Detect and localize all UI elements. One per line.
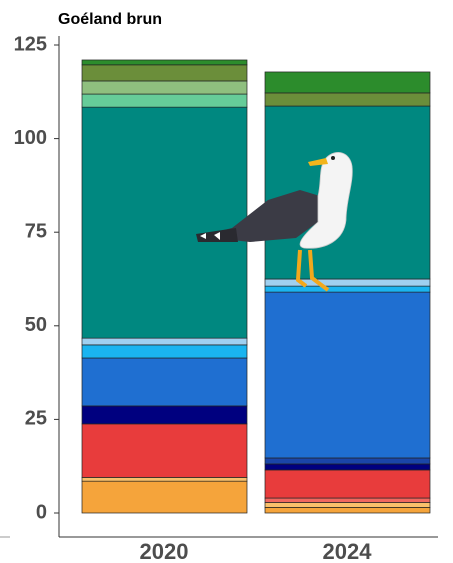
bar-segment xyxy=(264,291,431,459)
bar-segment xyxy=(81,480,248,514)
y-tick-label: 125 xyxy=(14,33,47,55)
y-tick-label: 100 xyxy=(14,127,47,149)
bar-segment xyxy=(264,497,431,503)
gull-image xyxy=(196,152,353,292)
bar-segment xyxy=(264,285,431,293)
bar-segment xyxy=(81,93,248,108)
bar-segment xyxy=(81,337,248,346)
bars xyxy=(81,59,431,514)
bar-segment xyxy=(264,457,431,465)
x-tick-label: 2020 xyxy=(140,539,189,563)
bar-segment xyxy=(81,106,248,339)
bar-segment xyxy=(81,344,248,359)
x-tick-label: 2024 xyxy=(323,539,373,563)
y-tick-label: 75 xyxy=(25,220,47,242)
bar-segment xyxy=(81,357,248,407)
chart-title: Goéland brun xyxy=(58,11,162,28)
bar-segment xyxy=(81,477,248,482)
bar-segment xyxy=(81,405,248,425)
bar-segment xyxy=(264,278,431,287)
bar-segment xyxy=(264,502,431,508)
bar-segment xyxy=(81,59,248,66)
bar-segment xyxy=(264,469,431,499)
bar-segment xyxy=(264,71,431,94)
bar-segment xyxy=(81,64,248,82)
bar-segment xyxy=(81,80,248,95)
bar-segment xyxy=(81,423,248,478)
y-tick-label: 0 xyxy=(36,501,47,523)
y-tick-label: 50 xyxy=(25,314,47,336)
bar-segment xyxy=(264,507,431,514)
y-tick-label: 25 xyxy=(25,408,47,430)
bar-segment xyxy=(264,463,431,471)
bar-segment xyxy=(264,92,431,107)
